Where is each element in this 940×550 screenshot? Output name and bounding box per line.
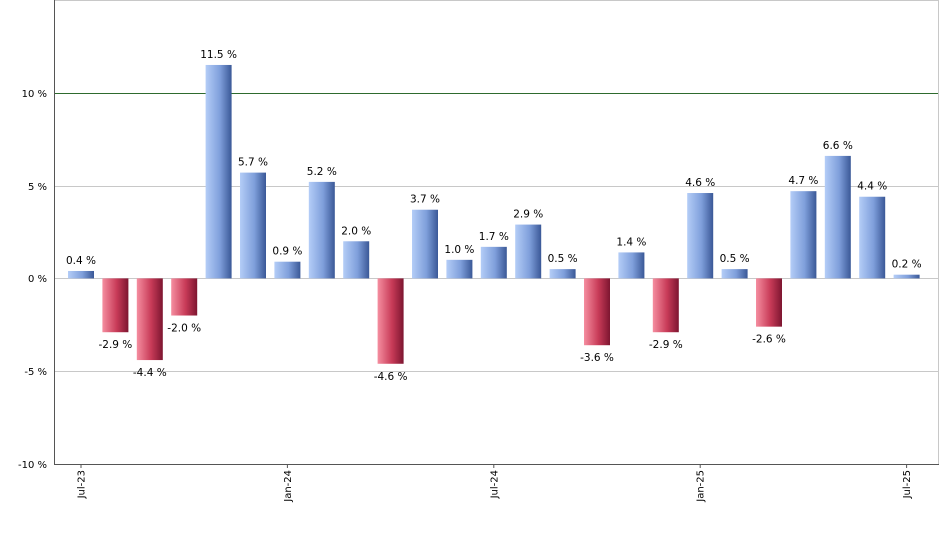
x-tick-label: Jan-25: [696, 470, 707, 503]
data-label-Aug-24: 2.9 %: [513, 209, 543, 221]
bar-Dec-23: [240, 172, 266, 279]
x-tick-label: Jan-24: [283, 470, 294, 503]
x-tick-label: Jul-24: [489, 470, 500, 499]
bar-Apr-25: [790, 191, 817, 279]
data-label-Sep-24: 0.5 %: [548, 253, 578, 265]
bar-Nov-24: [618, 252, 645, 279]
bar-Jul-23: [68, 270, 94, 279]
bar-Sep-23: [136, 278, 163, 361]
data-label-Jul-25: 0.2 %: [892, 259, 922, 271]
y-tick-label: 5 %: [28, 182, 47, 193]
data-labels: 0.4 % -2.9 % -4.4 % -2.0 % 11.5 % 5.7 % 0.9 % 5…: [66, 49, 922, 383]
bars: [68, 64, 920, 364]
bar-Jul-24: [480, 246, 507, 279]
bar-Aug-24: [515, 224, 542, 279]
data-label-Apr-25: 4.7 %: [788, 175, 818, 187]
bar-Nov-23: [205, 64, 232, 279]
data-label-Aug-23: -2.9 %: [98, 339, 132, 351]
data-label-Nov-24: 1.4 %: [616, 236, 646, 248]
data-label-Jan-24: 0.9 %: [272, 246, 302, 258]
data-label-Feb-24: 5.2 %: [307, 166, 337, 178]
bar-Sep-24: [549, 269, 576, 279]
bar-Jul-25: [893, 274, 920, 279]
data-label-Feb-25: 0.5 %: [720, 253, 750, 265]
y-tick-label: -5 %: [24, 367, 47, 378]
axes: -10 % -5 % 0 % 5 % 10 % Jul-23 Jan-24 Jul-24 Jan…: [18, 0, 939, 503]
data-label-Jun-24: 1.0 %: [444, 244, 474, 256]
bar-Oct-23: [171, 278, 198, 316]
data-label-Jun-25: 4.4 %: [857, 181, 887, 193]
data-label-Apr-24: -4.6 %: [374, 371, 408, 383]
bar-May-24: [412, 209, 438, 279]
bar-May-25: [824, 155, 851, 279]
x-tick-label: Jul-25: [902, 470, 913, 499]
data-label-Jan-25: 4.6 %: [685, 177, 715, 189]
data-label-Oct-24: -3.6 %: [580, 352, 614, 364]
bar-Feb-24: [308, 181, 335, 279]
y-tick-label: 10 %: [22, 89, 47, 100]
data-label-Nov-23: 11.5 %: [200, 49, 237, 61]
bar-Feb-25: [721, 269, 748, 279]
data-label-Jul-24: 1.7 %: [479, 231, 509, 243]
data-label-Sep-23: -4.4 %: [133, 367, 167, 379]
bar-Mar-24: [343, 241, 370, 279]
bar-Jan-24: [274, 261, 301, 279]
bar-Jun-24: [446, 259, 473, 279]
bar-Oct-24: [584, 278, 610, 346]
data-label-Dec-24: -2.9 %: [649, 339, 683, 351]
data-label-May-25: 6.6 %: [823, 140, 853, 152]
data-label-Mar-25: -2.6 %: [752, 334, 786, 346]
bar-Aug-23: [102, 278, 129, 333]
y-tick-label: 0 %: [28, 274, 47, 285]
y-tick-label: -10 %: [18, 460, 47, 471]
data-label-Dec-23: 5.7 %: [238, 157, 268, 169]
bar-Apr-24: [377, 278, 404, 364]
data-label-Mar-24: 2.0 %: [341, 225, 371, 237]
data-label-May-24: 3.7 %: [410, 194, 440, 206]
data-label-Jul-23: 0.4 %: [66, 255, 96, 267]
bar-Jun-25: [859, 196, 886, 279]
bar-Mar-25: [756, 278, 782, 327]
data-label-Oct-23: -2.0 %: [167, 323, 201, 335]
x-tick-label: Jul-23: [77, 470, 88, 499]
bar-Dec-24: [652, 278, 679, 333]
bar-Jan-25: [687, 193, 714, 279]
